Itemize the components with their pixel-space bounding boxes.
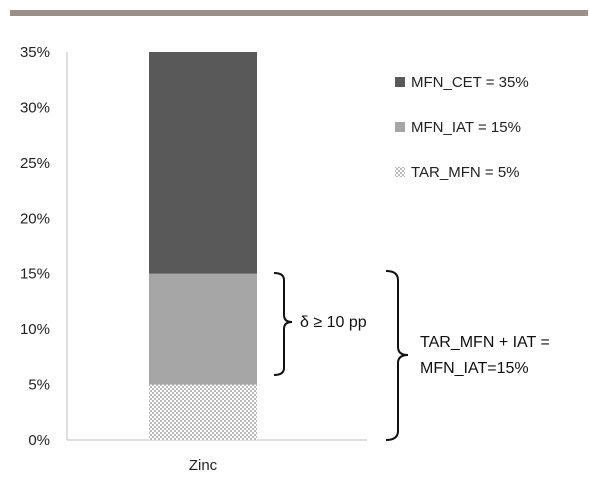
sum-annotation-line1: TAR_MFN + IAT =: [420, 334, 550, 351]
bar-stack: [149, 52, 257, 440]
y-axis: 0% 5% 10% 15% 20% 25% 30% 35%: [20, 44, 68, 449]
legend-swatch: [395, 122, 405, 132]
legend-label: TAR_MFN = 5%: [411, 164, 520, 181]
y-tick-label: 35%: [20, 44, 50, 61]
y-tick-label: 25%: [20, 155, 50, 172]
y-tick-label: 20%: [20, 210, 50, 227]
sum-annotation-line2: MFN_IAT=15%: [420, 360, 529, 377]
top-rule: [10, 10, 588, 16]
x-tick-label: Zinc: [189, 457, 218, 474]
y-tick-label: 0%: [28, 432, 50, 449]
legend-label: MFN_IAT = 15%: [411, 119, 521, 136]
legend-label: MFN_CET = 35%: [411, 74, 529, 91]
delta-brace: [273, 272, 293, 376]
bar-segment-1: [149, 384, 257, 440]
legend: MFN_CET = 35% MFN_IAT = 15% TAR_MFN = 5%: [395, 74, 529, 181]
delta-annotation: δ ≥ 10 pp: [300, 314, 367, 331]
bar-segment-2: [149, 273, 257, 385]
y-tick-label: 10%: [20, 321, 50, 338]
legend-swatch: [395, 167, 405, 177]
legend-swatch: [395, 77, 405, 87]
sum-brace: [385, 270, 409, 441]
y-tick-label: 30%: [20, 99, 50, 116]
bar-segment-3: [149, 52, 257, 274]
y-tick-label: 15%: [20, 266, 50, 283]
y-tick-label: 5%: [28, 377, 50, 394]
